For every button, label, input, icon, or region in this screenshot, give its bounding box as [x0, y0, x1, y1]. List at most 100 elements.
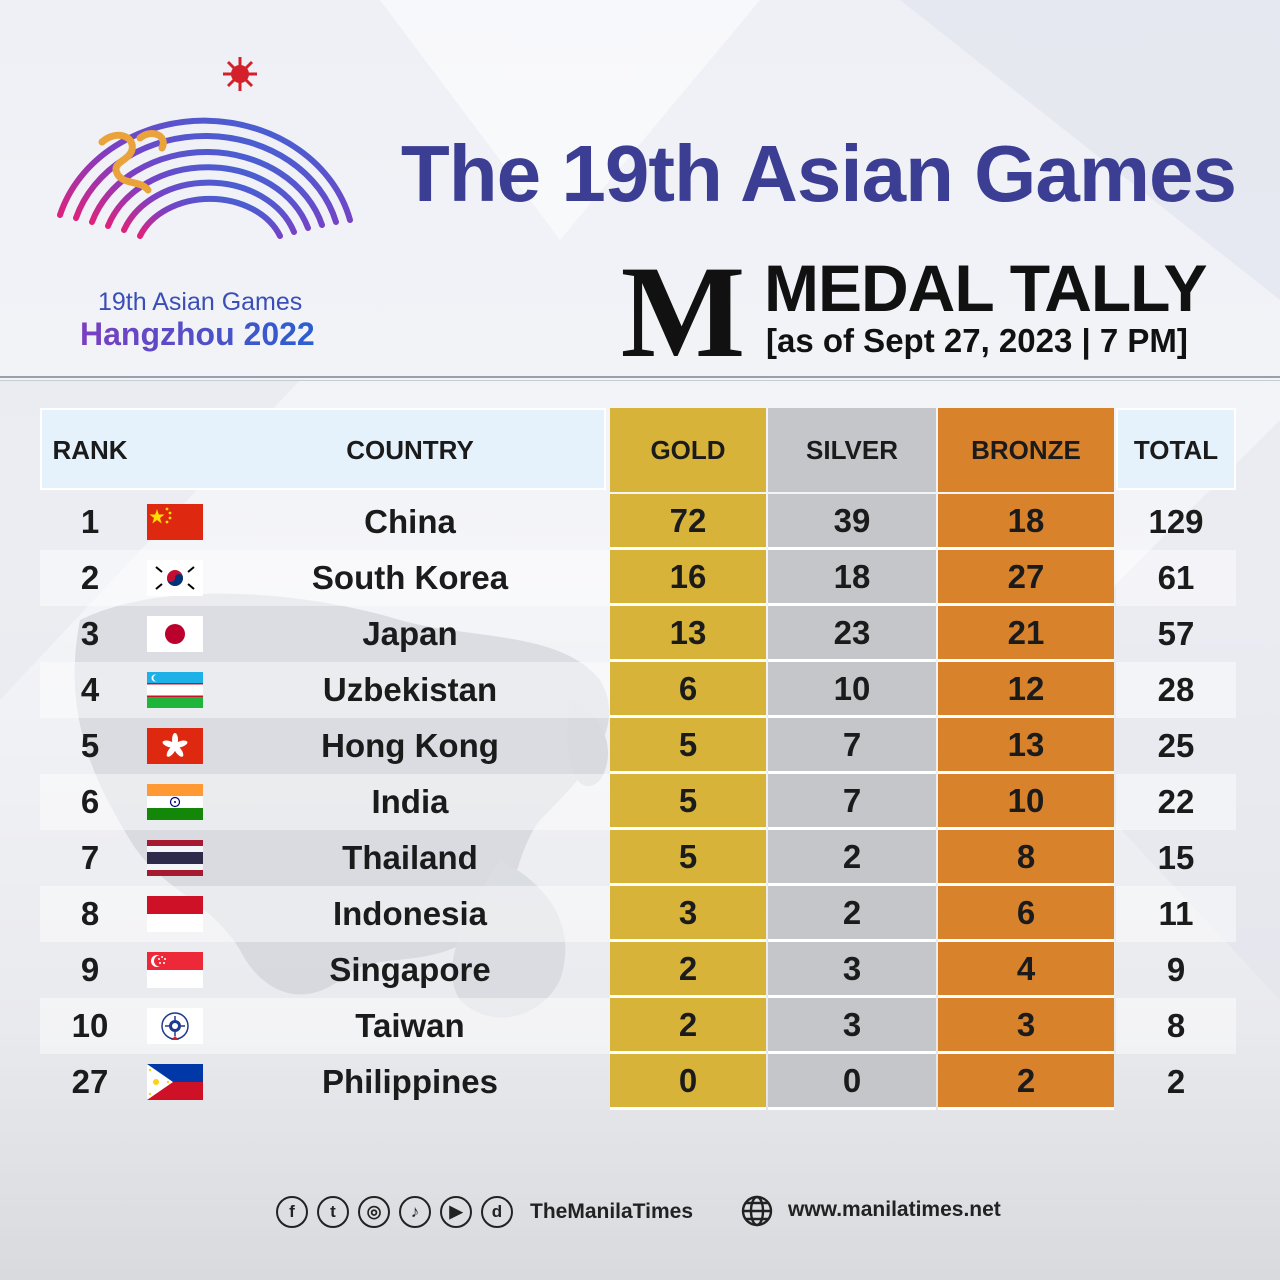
dailymotion-icon[interactable]: d	[481, 1196, 513, 1228]
gold-cell: 0	[610, 1054, 766, 1110]
social-bar: f t ◎ ♪ ▶ d TheManilaTimes	[276, 1194, 693, 1230]
rank-cell: 2	[80, 559, 100, 596]
table-row: 8 Indonesia 3 2 6 11	[40, 886, 1236, 942]
header-divider-shadow	[0, 380, 1280, 381]
header-band	[40, 408, 606, 490]
silver-cell: 18	[768, 550, 936, 606]
header-band-total	[1116, 408, 1236, 490]
total-cell: 2	[1166, 1063, 1186, 1100]
rank-cell: 6	[80, 783, 100, 820]
table-row: 9 Singapore 2 3 4 9	[40, 942, 1236, 998]
table-row: 4 Uzbekistan 6 10 12 28	[40, 662, 1236, 718]
row-band-total	[1116, 774, 1236, 830]
rank-cell: 27	[71, 1063, 109, 1100]
country-cell: Singapore	[329, 951, 491, 988]
bronze-cell: 3	[938, 998, 1114, 1054]
total-cell: 129	[1148, 503, 1204, 540]
total-cell: 11	[1158, 895, 1194, 932]
silver-cell: 10	[768, 662, 936, 718]
medal-tally-title: MEDAL TALLY	[764, 251, 1207, 325]
medal-table: RANK COUNTRY GOLD SILVER BRONZE TOTAL 1 C…	[40, 406, 1236, 1110]
row-band	[40, 774, 610, 830]
social-icons: f t ◎ ♪ ▶ d	[276, 1196, 522, 1228]
row-band-total	[1116, 886, 1236, 942]
japan-flag-icon	[147, 616, 203, 652]
country-cell: Philippines	[321, 1063, 499, 1100]
total-cell: 8	[1166, 1007, 1186, 1044]
country-cell: Japan	[362, 615, 458, 652]
website-link[interactable]: www.manilatimes.net	[788, 1198, 1001, 1221]
logo-city-year: Hangzhou 2022	[80, 316, 315, 352]
total-cell: 15	[1157, 839, 1195, 876]
country-cell: Uzbekistan	[322, 671, 498, 708]
flag-cell	[140, 942, 210, 998]
bronze-header: BRONZE	[938, 408, 1114, 492]
bronze-cell: 6	[938, 886, 1114, 942]
gold-cell: 2	[610, 998, 766, 1054]
uzbekistan-flag-icon	[147, 672, 203, 708]
bronze-cell: 13	[938, 718, 1114, 774]
rank-cell: 10	[71, 1007, 109, 1044]
rank-cell: 9	[80, 951, 100, 988]
bronze-cell: 21	[938, 606, 1114, 662]
gold-cell: 13	[610, 606, 766, 662]
china-flag-icon	[147, 504, 203, 540]
row-band-total	[1116, 550, 1236, 606]
total-cell: 57	[1157, 615, 1195, 652]
page-title: The 19th Asian Games	[400, 129, 1237, 218]
india-flag-icon	[147, 784, 203, 820]
philippines-flag-icon	[147, 1064, 203, 1100]
bronze-cell: 12	[938, 662, 1114, 718]
twitter-icon[interactable]: t	[317, 1196, 349, 1228]
rank-cell: 7	[80, 839, 100, 876]
flag-cell	[140, 662, 210, 718]
instagram-icon[interactable]: ◎	[358, 1196, 390, 1228]
gold-cell: 5	[610, 830, 766, 886]
table-row: 5 Hong Kong 5 7 13 25	[40, 718, 1236, 774]
hong-kong-flag-icon	[147, 728, 203, 764]
table-row: 6 India 5 7 10 22	[40, 774, 1236, 830]
flag-cell	[140, 494, 210, 550]
silver-cell: 2	[768, 830, 936, 886]
row-band-total	[1116, 998, 1236, 1054]
flag-cell	[140, 550, 210, 606]
country-cell: Indonesia	[332, 895, 488, 932]
gold-cell: 5	[610, 718, 766, 774]
silver-cell: 23	[768, 606, 936, 662]
table-header-row: RANK COUNTRY GOLD SILVER BRONZE TOTAL	[40, 406, 1236, 494]
silver-cell: 0	[768, 1054, 936, 1110]
country-header: COUNTRY	[346, 434, 474, 465]
country-cell: Taiwan	[355, 1007, 465, 1044]
taiwan-flag-icon	[147, 1008, 203, 1044]
total-cell: 28	[1157, 671, 1195, 708]
rank-cell: 3	[80, 615, 100, 652]
logo-caption: 19th Asian Games	[98, 288, 303, 316]
row-band	[40, 550, 610, 606]
silver-cell: 3	[768, 998, 936, 1054]
row-band	[40, 662, 610, 718]
tiktok-icon[interactable]: ♪	[399, 1196, 431, 1228]
rank-cell: 1	[80, 503, 100, 540]
country-cell: India	[371, 783, 449, 820]
table-row: 3 Japan 13 23 21 57	[40, 606, 1236, 662]
manila-times-logo: M	[621, 252, 746, 370]
row-band-total	[1116, 662, 1236, 718]
facebook-icon[interactable]: f	[276, 1196, 308, 1228]
youtube-icon[interactable]: ▶	[440, 1196, 472, 1228]
bronze-cell: 8	[938, 830, 1114, 886]
gold-cell: 6	[610, 662, 766, 718]
social-handle[interactable]: TheManilaTimes	[530, 1200, 693, 1223]
total-header: TOTAL	[1133, 434, 1219, 465]
row-band	[40, 998, 610, 1054]
south-korea-flag-icon	[147, 560, 203, 596]
table-row: 27 Philippines 0 0 2 2	[40, 1054, 1236, 1110]
bronze-cell: 2	[938, 1054, 1114, 1110]
hangzhou-2022-logo	[57, 57, 353, 239]
table-row: 2 South Korea 16 18 27 61	[40, 550, 1236, 606]
flag-cell	[140, 718, 210, 774]
gold-header: GOLD	[610, 408, 766, 492]
rank-cell: 4	[80, 671, 100, 708]
total-cell: 9	[1166, 951, 1186, 988]
tally-date: [as of Sept 27, 2023 | 7 PM]	[766, 322, 1188, 359]
silver-cell: 3	[768, 942, 936, 998]
